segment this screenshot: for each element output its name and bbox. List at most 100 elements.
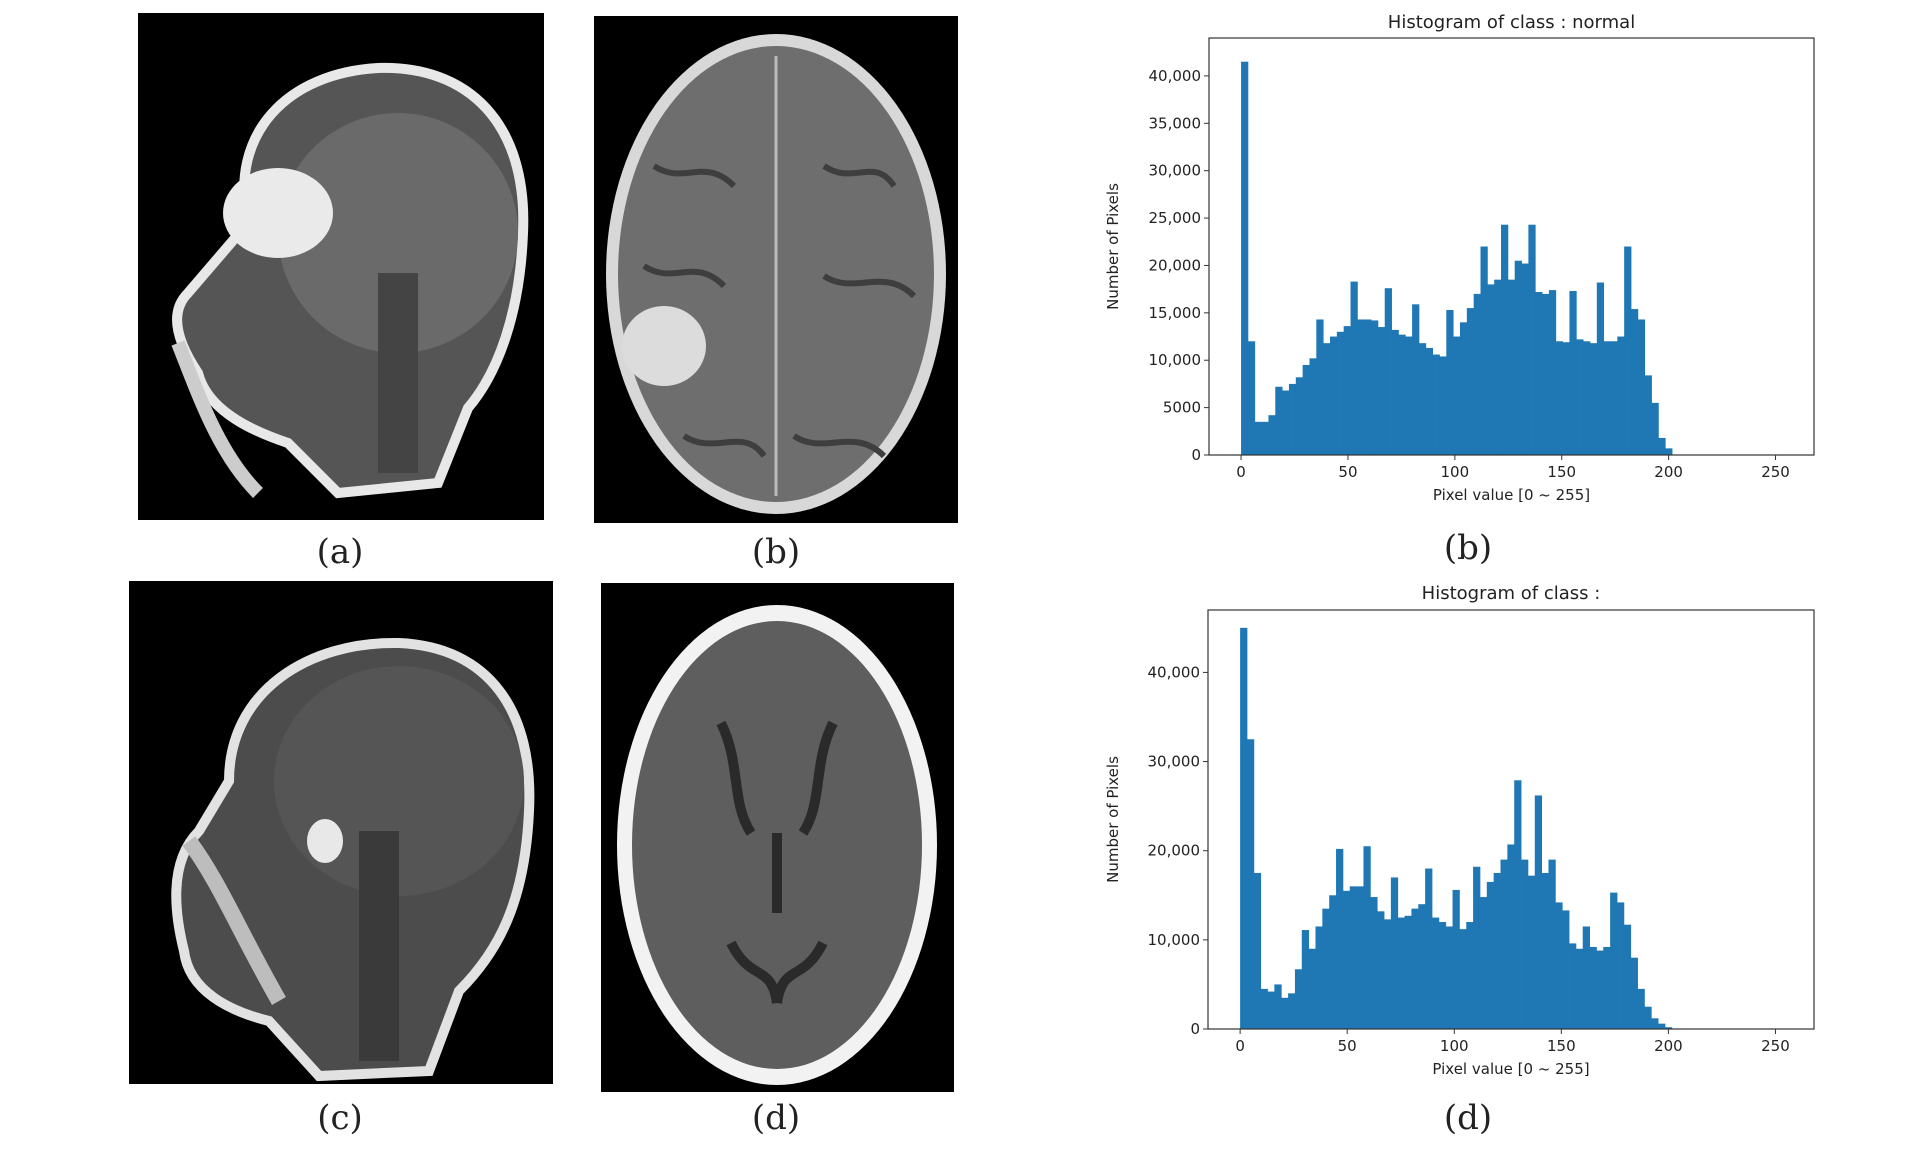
histogram-bar — [1665, 448, 1673, 455]
histogram-bar — [1453, 336, 1461, 455]
histogram-bar — [1555, 902, 1563, 1029]
y-tick-label: 0 — [1191, 446, 1201, 464]
histogram-bar — [1439, 356, 1447, 455]
histogram-bar — [1569, 943, 1577, 1029]
histogram-bar — [1548, 290, 1557, 455]
y-tick-label: 10,000 — [1149, 351, 1202, 369]
histogram-bar — [1658, 437, 1666, 455]
histogram-bar — [1624, 246, 1632, 455]
histogram-bar — [1644, 1006, 1652, 1029]
histogram-bar — [1418, 904, 1426, 1029]
histogram-bar — [1308, 948, 1316, 1029]
histogram-bar — [1404, 915, 1412, 1029]
histogram-bar — [1528, 224, 1536, 455]
caption-c: (c) — [317, 1098, 363, 1138]
y-tick-label: 0 — [1190, 1020, 1200, 1038]
histogram-bar — [1384, 919, 1392, 1029]
histogram-bar — [1343, 326, 1351, 455]
histogram-bar — [1562, 342, 1570, 455]
histogram-bar — [1514, 780, 1522, 1029]
histogram-bar — [1610, 892, 1618, 1029]
histogram-bar — [1658, 1023, 1666, 1029]
histogram-bar — [1336, 848, 1344, 1029]
histogram-bar — [1617, 336, 1625, 455]
histogram-bar — [1575, 948, 1584, 1029]
x-tick-label: 50 — [1338, 1037, 1357, 1055]
histogram-svg-class: Histogram of class : 0 50 100 150 200 250 0 10,0… — [1104, 583, 1815, 1078]
histogram-bar — [1241, 61, 1249, 456]
histogram-bar — [1363, 846, 1371, 1029]
y-tick-label: 20,000 — [1149, 256, 1202, 274]
histogram-bar — [1281, 997, 1289, 1029]
histogram-bar — [1507, 279, 1516, 455]
histogram-bar — [1616, 902, 1625, 1029]
histogram-bar — [1446, 309, 1454, 455]
x-tick-label: 250 — [1761, 463, 1790, 481]
histogram-bar — [1486, 881, 1495, 1029]
histogram-bar — [1527, 875, 1536, 1029]
histogram-bar — [1610, 341, 1618, 455]
histogram-bar — [1596, 950, 1604, 1029]
histogram-bar — [1452, 889, 1460, 1029]
plot-frame — [1208, 37, 1815, 456]
histogram-bar — [1438, 922, 1447, 1029]
histogram-bar — [1494, 279, 1502, 455]
x-tick-label: 0 — [1236, 463, 1246, 481]
histogram-bar — [1535, 291, 1543, 455]
y-tick-label: 5000 — [1163, 399, 1201, 417]
histogram-bar — [1356, 886, 1364, 1029]
histogram-bar — [1247, 341, 1256, 455]
histogram-bar — [1295, 377, 1304, 455]
histogram-bar — [1637, 319, 1646, 455]
histogram-bar — [1548, 859, 1556, 1029]
histogram-bar — [1589, 946, 1597, 1029]
y-tick-label: 40,000 — [1148, 663, 1201, 681]
histogram-bar — [1288, 383, 1297, 455]
histogram-bar — [1282, 390, 1290, 455]
ct-axial-image-d — [601, 583, 954, 1092]
histogram-bar — [1466, 922, 1474, 1029]
histogram-bar — [1350, 281, 1358, 455]
histogram-bar — [1246, 739, 1255, 1029]
mri-sagittal-image-a — [138, 13, 544, 520]
histogram-bar — [1261, 421, 1269, 455]
histogram-bar — [1521, 263, 1529, 455]
histogram-bar — [1377, 327, 1386, 455]
caption-b-chart: (b) — [1443, 528, 1493, 568]
histogram-bar — [1514, 260, 1522, 455]
histogram-bar — [1309, 358, 1317, 455]
y-tick-label: 20,000 — [1148, 842, 1201, 860]
histogram-bar — [1631, 309, 1639, 455]
histogram-bar — [1405, 336, 1413, 455]
histogram-bar — [1541, 872, 1549, 1029]
histogram-bar — [1260, 988, 1268, 1029]
histogram-bar — [1534, 795, 1543, 1029]
histogram-bar — [1316, 319, 1324, 455]
y-tick-label: 35,000 — [1149, 114, 1202, 132]
y-axis-title: Number of Pixels — [1104, 756, 1122, 883]
histogram-bar — [1397, 917, 1405, 1029]
histogram-bar — [1275, 386, 1283, 455]
x-axis-title: Pixel value [0 ~ 255] — [1433, 486, 1590, 504]
histogram-bar — [1330, 336, 1338, 455]
caption-a: (a) — [316, 532, 364, 572]
x-tick-label: 0 — [1235, 1037, 1245, 1055]
histogram-bar — [1329, 895, 1337, 1029]
histogram-bar — [1371, 320, 1379, 455]
caption-d-chart: (d) — [1443, 1098, 1493, 1138]
histogram-bar — [1301, 930, 1310, 1029]
histogram-bar — [1603, 946, 1611, 1029]
histogram-bar — [1425, 868, 1433, 1029]
y-tick-label: 30,000 — [1149, 162, 1202, 180]
histogram-bar — [1398, 334, 1406, 455]
x-tick-label: 150 — [1547, 1037, 1576, 1055]
x-tick-label: 200 — [1654, 463, 1683, 481]
chart-title: Histogram of class : normal — [1388, 12, 1635, 33]
histogram-bar — [1274, 984, 1282, 1029]
histogram-bar — [1521, 859, 1529, 1029]
histogram-bar — [1357, 319, 1365, 455]
histogram-bar — [1582, 926, 1590, 1029]
caption-b-image: (b) — [751, 532, 801, 572]
histogram-chart-class: Histogram of class : 0 50 100 150 200 250 0 10,0… — [1080, 575, 1820, 1085]
histogram-bar — [1596, 282, 1605, 455]
